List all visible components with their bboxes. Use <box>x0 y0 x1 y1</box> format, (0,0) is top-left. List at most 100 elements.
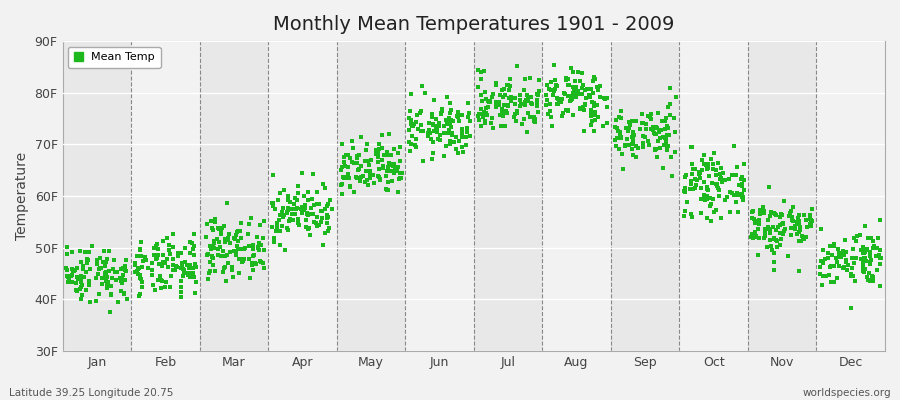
Point <box>443 141 457 148</box>
Point <box>203 268 218 274</box>
Point <box>280 225 294 231</box>
Point <box>379 186 393 192</box>
Point <box>301 188 315 195</box>
Point <box>425 156 439 162</box>
Point <box>163 272 177 279</box>
Point <box>217 223 231 229</box>
Point <box>813 271 827 277</box>
Point <box>418 90 433 96</box>
Point <box>770 227 784 233</box>
Point <box>183 264 197 271</box>
Bar <box>748 41 816 351</box>
Point <box>521 98 535 104</box>
Point <box>786 218 800 224</box>
Point <box>461 114 475 120</box>
Point <box>615 150 629 157</box>
Point <box>748 220 762 226</box>
Point <box>474 69 489 75</box>
Point <box>75 282 89 288</box>
Point <box>252 246 266 253</box>
Point <box>623 122 637 128</box>
Point <box>132 246 147 252</box>
Point <box>489 80 503 86</box>
Point <box>502 76 517 82</box>
Point <box>614 135 628 142</box>
Point <box>462 110 476 116</box>
Point <box>347 189 362 196</box>
Point <box>844 265 859 271</box>
Point <box>514 101 528 107</box>
Point <box>426 150 440 156</box>
Point <box>387 160 401 167</box>
Point <box>552 98 566 104</box>
Point <box>96 259 111 265</box>
Point <box>724 190 739 196</box>
Point <box>274 223 289 230</box>
Point <box>680 172 694 178</box>
Point <box>246 242 260 248</box>
Point <box>229 236 243 242</box>
Point <box>756 235 770 241</box>
Point <box>183 262 197 269</box>
Point <box>281 205 295 212</box>
Point <box>431 136 446 142</box>
Point <box>699 214 714 221</box>
Point <box>410 126 425 132</box>
Point <box>760 243 774 250</box>
Point <box>570 91 584 97</box>
Point <box>701 161 716 168</box>
Point <box>177 266 192 273</box>
Point <box>478 120 492 127</box>
Point <box>109 277 123 284</box>
Bar <box>543 41 611 351</box>
Point <box>350 160 365 167</box>
Point <box>648 131 662 137</box>
Point <box>360 176 374 183</box>
Point <box>404 120 419 127</box>
Point <box>491 99 506 106</box>
Point <box>358 158 373 164</box>
Point <box>300 210 314 216</box>
Point <box>860 247 874 253</box>
Point <box>758 226 772 232</box>
Point <box>232 256 247 262</box>
Point <box>114 288 129 294</box>
Point <box>286 201 301 208</box>
Point <box>485 114 500 121</box>
Point <box>436 153 451 159</box>
Point <box>526 118 541 124</box>
Point <box>569 94 583 100</box>
Point <box>636 120 651 126</box>
Point <box>108 269 122 276</box>
Point <box>473 122 488 129</box>
Point <box>786 204 800 211</box>
Point <box>426 122 440 128</box>
Point <box>361 157 375 164</box>
Point <box>557 90 572 96</box>
Point <box>776 221 790 227</box>
Point <box>434 110 448 116</box>
Point <box>697 179 711 185</box>
Point <box>74 296 88 302</box>
Point <box>199 234 213 241</box>
Point <box>758 233 772 240</box>
Point <box>204 254 219 260</box>
Point <box>792 268 806 274</box>
Point <box>661 104 675 110</box>
Point <box>641 112 655 119</box>
Point <box>273 242 287 248</box>
Point <box>657 142 671 148</box>
Point <box>320 220 334 227</box>
Point <box>544 114 559 120</box>
Point <box>450 113 464 120</box>
Point <box>402 108 417 114</box>
Point <box>873 255 887 261</box>
Point <box>572 78 587 84</box>
Point <box>678 174 692 180</box>
Point <box>295 210 310 216</box>
Point <box>211 236 225 243</box>
Bar <box>337 41 405 351</box>
Point <box>520 129 535 135</box>
Point <box>409 144 423 150</box>
Point <box>443 121 457 128</box>
